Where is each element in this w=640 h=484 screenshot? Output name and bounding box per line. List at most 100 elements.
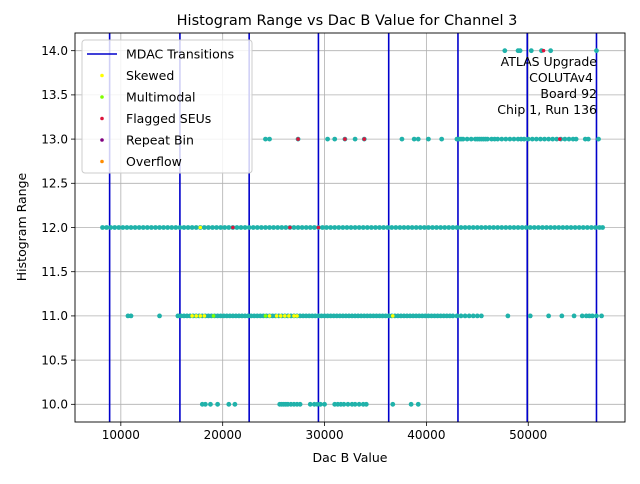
data-point [307, 225, 313, 230]
data-point [559, 313, 565, 319]
data-point [336, 225, 342, 230]
data-point [226, 401, 232, 407]
data-point [218, 225, 224, 230]
data-point [108, 225, 114, 230]
data-point [527, 313, 533, 319]
data-point [515, 225, 521, 230]
data-point [409, 225, 415, 230]
data-point [590, 313, 595, 319]
data-point [527, 225, 533, 230]
data-point [548, 48, 554, 54]
chart-title: Histogram Range vs Dac B Value for Chann… [177, 13, 518, 29]
flag-point-multimodal [211, 314, 216, 318]
data-point [291, 225, 297, 230]
data-point [517, 48, 523, 54]
data-point [594, 313, 599, 319]
data-point [529, 136, 535, 142]
data-point [279, 225, 285, 230]
flag-point-skewed [295, 314, 299, 318]
data-point [189, 225, 195, 230]
legend-swatch-overflow [100, 159, 104, 164]
data-point [546, 136, 552, 142]
data-point [128, 225, 134, 230]
data-point [411, 136, 417, 142]
data-point [283, 225, 289, 230]
data-point [470, 313, 476, 319]
data-point [511, 136, 517, 142]
data-point [399, 136, 405, 142]
data-point [332, 136, 338, 142]
data-points [100, 48, 605, 407]
data-point [325, 136, 330, 142]
y-tick-label: 10.0 [41, 398, 68, 412]
flag-point-skewed [202, 314, 207, 318]
data-point [157, 225, 162, 230]
data-point [112, 225, 118, 230]
data-point [368, 225, 374, 230]
legend-swatch-repeat-bin [100, 138, 104, 142]
data-point [393, 225, 399, 230]
data-point [564, 225, 570, 230]
data-point [458, 225, 464, 230]
data-point [413, 225, 419, 230]
data-point [430, 225, 435, 230]
annotation-box: ATLAS Upgrade COLUTAv4 Board 92 Chip 1, … [497, 54, 597, 117]
data-point [263, 136, 268, 142]
data-point [345, 401, 351, 407]
data-point [533, 136, 539, 142]
data-point [132, 225, 138, 230]
data-point [439, 136, 445, 142]
data-point [470, 225, 476, 230]
data-point [421, 225, 427, 230]
data-point [381, 225, 387, 230]
data-point [571, 313, 577, 319]
data-point [495, 136, 501, 142]
y-axis-ticks: 10.0 10.5 11.0 11.5 12.0 12.5 13.0 13.5 14.0 [41, 44, 75, 412]
x-tick-label: 50000 [509, 428, 547, 442]
data-point [521, 136, 527, 142]
data-point [320, 225, 325, 230]
annotation-line-1: ATLAS Upgrade [501, 54, 598, 69]
data-point [450, 313, 456, 319]
data-point [483, 225, 488, 230]
data-point [556, 225, 562, 230]
data-point [124, 225, 130, 230]
data-point [136, 225, 142, 230]
data-point [311, 225, 317, 230]
data-point [462, 313, 468, 319]
data-point [507, 136, 513, 142]
data-point [263, 225, 268, 230]
data-point [464, 136, 470, 142]
data-point [208, 401, 213, 407]
flag-point-skewed [390, 314, 395, 318]
data-point [572, 225, 578, 230]
data-point [531, 225, 537, 230]
data-point [478, 225, 484, 230]
data-point [144, 225, 150, 230]
data-point [356, 225, 362, 230]
data-point [271, 225, 277, 230]
flag-point-skewed [194, 314, 199, 318]
data-point [299, 225, 305, 230]
data-point [226, 225, 232, 230]
data-point [546, 313, 552, 319]
data-point [466, 225, 472, 230]
data-point [267, 136, 272, 142]
data-point [466, 313, 472, 319]
data-point [446, 225, 452, 230]
data-point [454, 313, 460, 319]
data-point [585, 136, 591, 142]
data-point [568, 225, 574, 230]
y-axis-label: Histogram Range [14, 172, 29, 281]
data-point [584, 225, 590, 230]
data-point [363, 401, 369, 407]
y-tick-label: 14.0 [41, 44, 68, 58]
data-point [450, 225, 456, 230]
data-point [544, 225, 549, 230]
data-point [503, 225, 509, 230]
data-point [599, 313, 604, 319]
flag-point-flagged-seus [541, 48, 546, 53]
flag-point-skewed [267, 314, 272, 318]
data-point [360, 225, 366, 230]
